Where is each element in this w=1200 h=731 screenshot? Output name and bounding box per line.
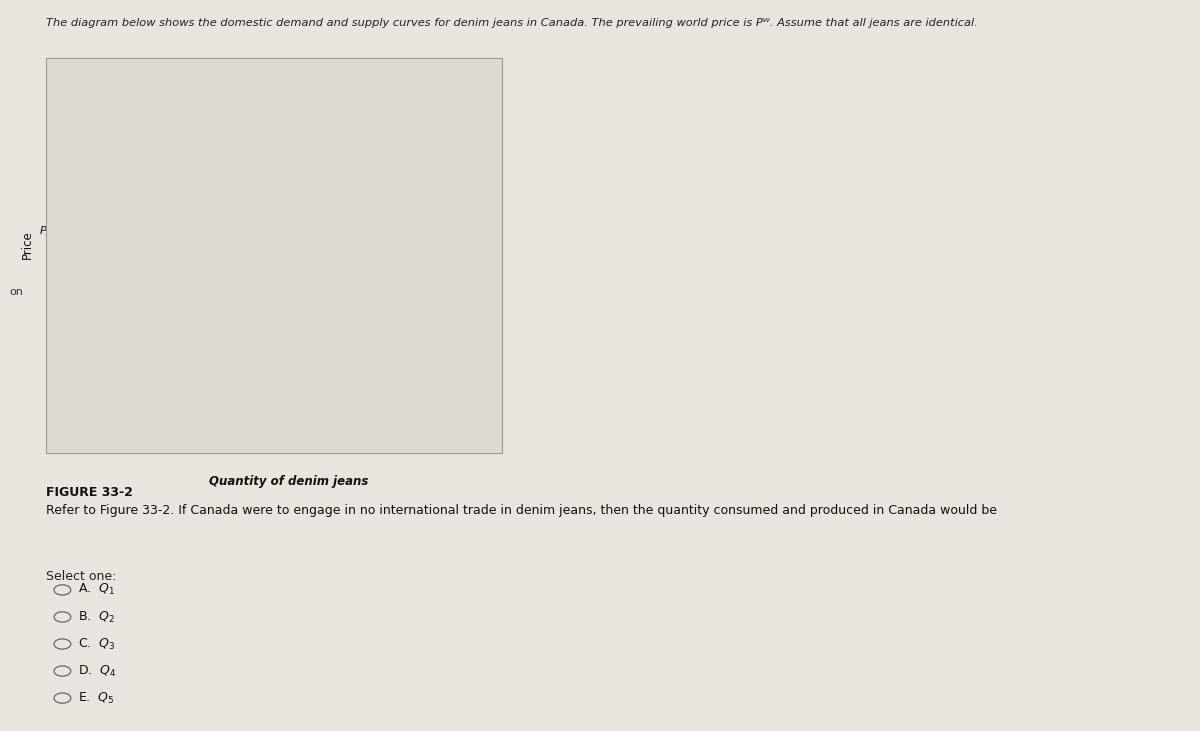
Text: A.  $Q_1$: A. $Q_1$	[78, 583, 115, 597]
Text: $P_W$$+$$t$: $P_W$$+$$t$	[40, 224, 70, 238]
Text: G: G	[323, 238, 332, 251]
Text: $P_D$: $P_D$	[55, 148, 70, 163]
Text: $Q_2$: $Q_2$	[226, 441, 242, 456]
Text: B: B	[272, 180, 280, 193]
Text: Quantity of denim jeans: Quantity of denim jeans	[209, 475, 368, 488]
Text: K: K	[331, 327, 340, 341]
Text: on: on	[10, 287, 24, 298]
Text: B.  $Q_2$: B. $Q_2$	[78, 610, 115, 624]
Text: A: A	[205, 180, 212, 193]
Text: $Q_4$: $Q_4$	[372, 441, 389, 456]
Text: D: D	[486, 396, 497, 409]
Text: Select one:: Select one:	[46, 570, 116, 583]
Text: C: C	[324, 180, 331, 193]
Text: $P_W$: $P_W$	[53, 285, 70, 300]
Text: Price: Price	[20, 230, 34, 260]
Text: E.  $Q_5$: E. $Q_5$	[78, 691, 114, 705]
Text: $Q_1$: $Q_1$	[156, 441, 172, 456]
Text: FIGURE 33-2: FIGURE 33-2	[46, 486, 132, 499]
Text: S: S	[449, 64, 456, 77]
Text: C.  $Q_3$: C. $Q_3$	[78, 637, 115, 651]
Text: H: H	[379, 238, 389, 251]
Text: The diagram below shows the domestic demand and supply curves for denim jeans in: The diagram below shows the domestic dem…	[46, 18, 977, 29]
Text: $Q_5$: $Q_5$	[434, 441, 450, 456]
Text: D.  $Q_4$: D. $Q_4$	[78, 664, 116, 678]
Text: I: I	[197, 327, 200, 341]
Text: $Q_3$: $Q_3$	[302, 441, 318, 456]
Text: D: D	[173, 238, 182, 251]
Text: Refer to Figure 33-2. If Canada were to engage in no international trade in deni: Refer to Figure 33-2. If Canada were to …	[46, 504, 997, 518]
Text: L: L	[402, 327, 409, 341]
Text: E: E	[228, 238, 235, 251]
Text: F: F	[272, 238, 280, 251]
Text: J: J	[266, 327, 270, 341]
